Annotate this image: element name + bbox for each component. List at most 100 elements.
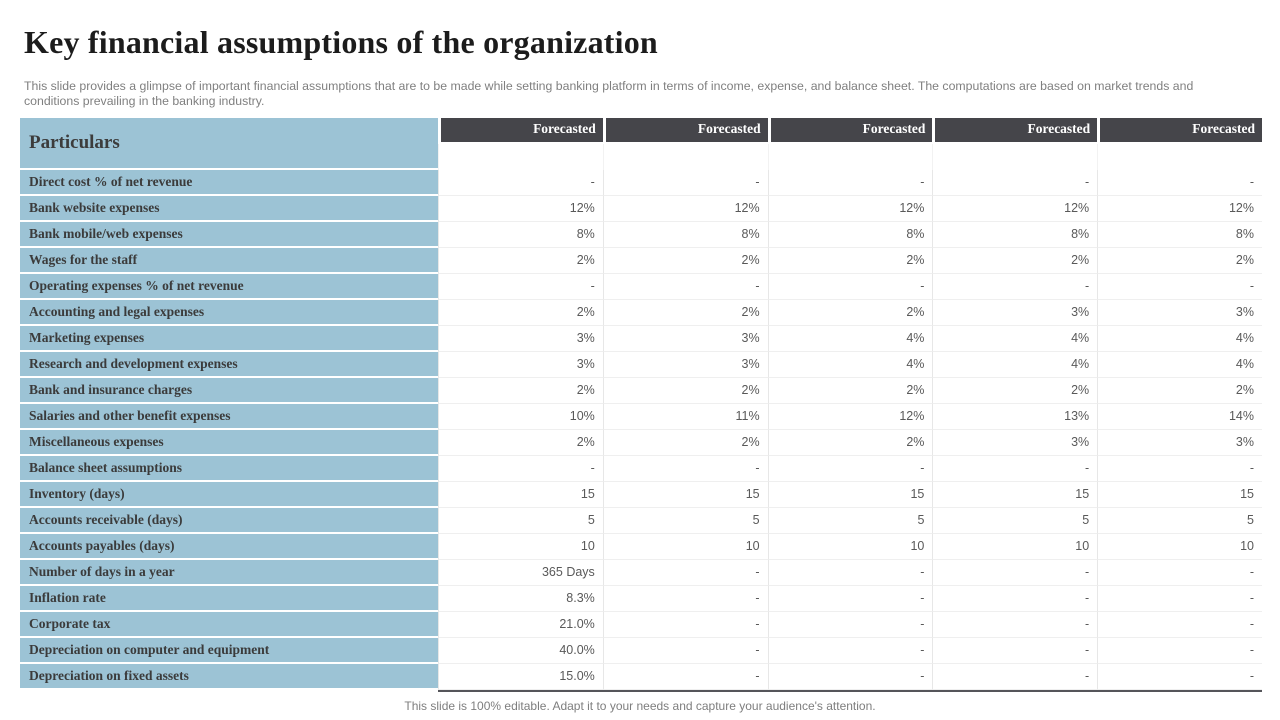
cell-value: - — [1097, 274, 1262, 300]
slide-footer-note: This slide is 100% editable. Adapt it to… — [404, 699, 876, 713]
cell-value: 10 — [438, 534, 603, 560]
cell-value: 2% — [602, 300, 768, 326]
row-label: Research and development expenses — [20, 352, 438, 378]
cell-value: 2% — [602, 430, 768, 456]
cell-value: 10% — [438, 404, 603, 430]
cell-value: - — [1097, 664, 1262, 690]
cell-value: 5 — [767, 508, 933, 534]
cell-value: 2% — [1097, 378, 1262, 404]
cell-value: 11% — [602, 404, 768, 430]
cell-value: - — [932, 274, 1098, 300]
cell-value: 2% — [438, 300, 603, 326]
cell-value: 14% — [1097, 404, 1262, 430]
cell-value: - — [932, 664, 1098, 690]
cell-value: 40.0% — [438, 638, 603, 664]
cell-value: 12% — [438, 196, 603, 222]
cell-value: - — [1097, 560, 1262, 586]
particulars-header: Particulars — [20, 118, 438, 170]
cell-value: - — [767, 170, 933, 196]
cell-value: - — [602, 586, 768, 612]
cell-value: 2% — [438, 430, 603, 456]
cell-value: 2% — [767, 248, 933, 274]
cell-value: - — [602, 560, 768, 586]
cell-value: - — [1097, 612, 1262, 638]
cell-value: 3% — [602, 352, 768, 378]
header-spacer-cell — [1097, 144, 1262, 170]
cell-value: 4% — [767, 326, 933, 352]
cell-value: 15 — [1097, 482, 1262, 508]
cell-value: 3% — [1097, 430, 1262, 456]
row-label: Direct cost % of net revenue — [20, 170, 438, 196]
cell-value: 15 — [602, 482, 768, 508]
cell-value: 21.0% — [438, 612, 603, 638]
cell-value: 2% — [438, 378, 603, 404]
cell-value: 4% — [1097, 326, 1262, 352]
cell-value: 8.3% — [438, 586, 603, 612]
column-header-forecasted: Forecasted — [932, 118, 1098, 144]
cell-value: - — [1097, 456, 1262, 482]
cell-value: 10 — [1097, 534, 1262, 560]
cell-value: 3% — [932, 300, 1098, 326]
cell-value: 4% — [932, 326, 1098, 352]
cell-value: - — [932, 170, 1098, 196]
header-spacer-cell — [438, 144, 603, 170]
cell-value: 2% — [767, 300, 933, 326]
table-bottom-rule — [438, 690, 1262, 692]
row-label: Miscellaneous expenses — [20, 430, 438, 456]
cell-value: 8% — [767, 222, 933, 248]
cell-value: - — [767, 586, 933, 612]
cell-value: 5 — [932, 508, 1098, 534]
cell-value: - — [602, 456, 768, 482]
row-label: Accounting and legal expenses — [20, 300, 438, 326]
row-label: Depreciation on fixed assets — [20, 664, 438, 690]
cell-value: - — [1097, 586, 1262, 612]
row-label: Bank mobile/web expenses — [20, 222, 438, 248]
assumptions-table: Particulars Forecasted Forecasted Forecaste… — [20, 118, 1262, 690]
cell-value: 3% — [1097, 300, 1262, 326]
cell-value: - — [438, 170, 603, 196]
cell-value: - — [438, 456, 603, 482]
cell-value: 15 — [438, 482, 603, 508]
cell-value: - — [932, 612, 1098, 638]
cell-value: - — [767, 664, 933, 690]
row-label: Inventory (days) — [20, 482, 438, 508]
cell-value: - — [602, 274, 768, 300]
cell-value: 12% — [602, 196, 768, 222]
cell-value: - — [932, 586, 1098, 612]
cell-value: - — [932, 456, 1098, 482]
cell-value: - — [767, 274, 933, 300]
cell-value: 5 — [1097, 508, 1262, 534]
row-label: Wages for the staff — [20, 248, 438, 274]
cell-value: 2% — [602, 378, 768, 404]
row-label: Marketing expenses — [20, 326, 438, 352]
cell-value: 10 — [767, 534, 933, 560]
cell-value: - — [1097, 638, 1262, 664]
header-spacer-cell — [602, 144, 768, 170]
cell-value: 2% — [767, 430, 933, 456]
column-header-forecasted: Forecasted — [767, 118, 933, 144]
row-label: Salaries and other benefit expenses — [20, 404, 438, 430]
cell-value: - — [932, 560, 1098, 586]
cell-value: 365 Days — [438, 560, 603, 586]
cell-value: 2% — [602, 248, 768, 274]
cell-value: - — [602, 170, 768, 196]
column-header-forecasted: Forecasted — [602, 118, 768, 144]
cell-value: 8% — [438, 222, 603, 248]
header-spacer-cell — [767, 144, 933, 170]
column-header-forecasted: Forecasted — [438, 118, 603, 144]
cell-value: - — [932, 638, 1098, 664]
cell-value: 3% — [438, 352, 603, 378]
row-label: Accounts receivable (days) — [20, 508, 438, 534]
cell-value: 4% — [1097, 352, 1262, 378]
cell-value: 4% — [767, 352, 933, 378]
row-label: Balance sheet assumptions — [20, 456, 438, 482]
row-label: Operating expenses % of net revenue — [20, 274, 438, 300]
cell-value: 3% — [438, 326, 603, 352]
row-label: Depreciation on computer and equipment — [20, 638, 438, 664]
cell-value: - — [602, 612, 768, 638]
row-label: Corporate tax — [20, 612, 438, 638]
cell-value: 3% — [602, 326, 768, 352]
cell-value: - — [767, 456, 933, 482]
cell-value: 15.0% — [438, 664, 603, 690]
cell-value: 4% — [932, 352, 1098, 378]
